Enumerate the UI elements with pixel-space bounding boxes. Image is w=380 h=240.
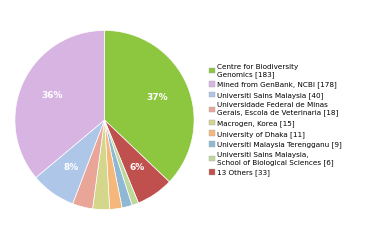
Wedge shape	[15, 30, 104, 178]
Wedge shape	[36, 120, 105, 204]
Wedge shape	[105, 120, 138, 205]
Wedge shape	[73, 120, 104, 209]
Text: 6%: 6%	[130, 163, 145, 172]
Wedge shape	[105, 120, 132, 208]
Legend: Centre for Biodiversity
Genomics [183], Mined from GenBank, NCBI [178], Universi: Centre for Biodiversity Genomics [183], …	[209, 64, 342, 176]
Text: 8%: 8%	[63, 162, 79, 172]
Wedge shape	[105, 30, 194, 182]
Text: 36%: 36%	[41, 91, 63, 100]
Text: 37%: 37%	[147, 93, 168, 102]
Wedge shape	[105, 120, 169, 203]
Wedge shape	[93, 120, 110, 210]
Wedge shape	[105, 120, 122, 210]
